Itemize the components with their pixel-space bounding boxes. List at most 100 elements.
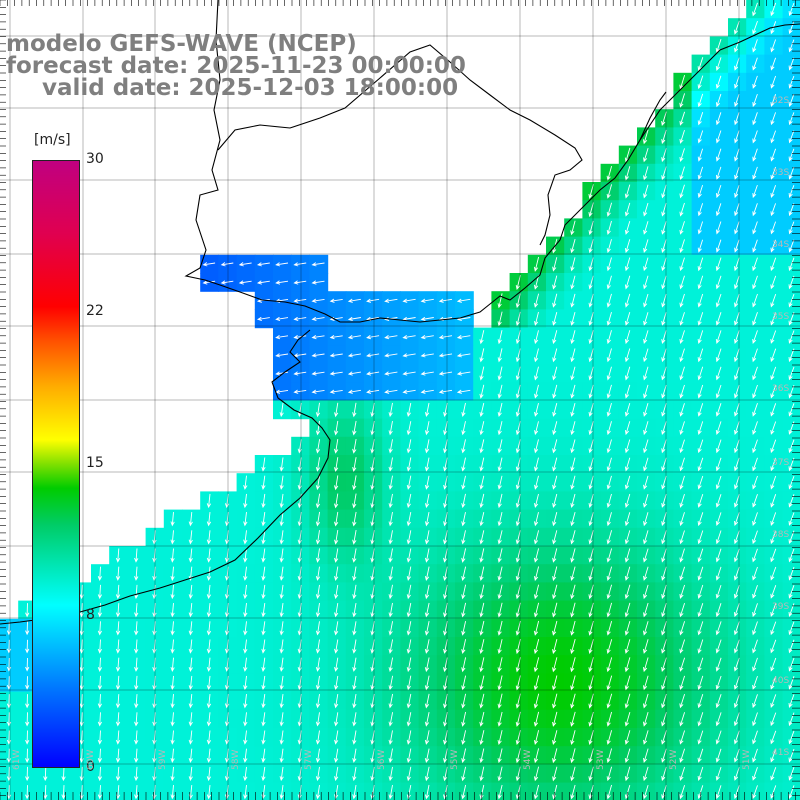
wind-arrow xyxy=(570,330,576,345)
wind-arrow xyxy=(697,203,704,217)
wind-arrow xyxy=(697,130,704,144)
wind-arrow xyxy=(334,694,339,709)
wind-arrow xyxy=(715,184,722,199)
wind-arrow xyxy=(25,603,30,618)
wind-arrow xyxy=(170,548,175,563)
wind-arrow xyxy=(461,657,467,673)
wind-arrow xyxy=(388,748,393,764)
wind-arrow xyxy=(479,384,485,399)
wind-arrow xyxy=(293,335,307,340)
wind-arrow xyxy=(347,298,361,303)
wind-arrow xyxy=(243,694,248,709)
wind-arrow xyxy=(733,785,740,800)
wind-arrow xyxy=(406,639,412,654)
wind-arrow xyxy=(679,275,685,290)
wind-arrow xyxy=(170,512,175,527)
wind-arrow xyxy=(715,530,722,545)
wind-arrow xyxy=(770,366,777,381)
wind-arrow xyxy=(570,220,576,236)
wind-arrow xyxy=(170,730,175,745)
wind-arrow xyxy=(534,366,539,381)
wind-arrow xyxy=(752,39,758,53)
wind-arrow xyxy=(97,785,102,800)
wind-arrow xyxy=(188,675,193,691)
wind-arrow xyxy=(661,548,667,563)
wind-arrow xyxy=(352,402,357,418)
wind-arrow xyxy=(734,257,740,272)
wind-arrow xyxy=(788,293,795,308)
wind-arrow xyxy=(643,421,649,436)
wind-arrow xyxy=(352,748,357,763)
wind-arrow xyxy=(279,785,284,800)
wind-arrow xyxy=(293,316,307,322)
wind-arrow xyxy=(134,748,139,763)
wind-arrow xyxy=(661,566,667,581)
wind-arrow xyxy=(715,766,722,781)
wind-arrow xyxy=(533,784,540,800)
wind-arrow xyxy=(715,675,722,690)
wind-arrow xyxy=(188,748,193,763)
wind-arrow xyxy=(733,20,740,35)
wind-arrow xyxy=(334,603,339,618)
wind-arrow xyxy=(788,39,795,53)
wind-arrow xyxy=(352,621,357,636)
wind-arrow xyxy=(352,475,357,491)
wind-arrow xyxy=(402,371,416,376)
lat-label: 38S xyxy=(772,530,790,540)
wind-arrow xyxy=(770,439,777,454)
wind-arrow xyxy=(733,603,740,618)
wind-arrow xyxy=(256,280,270,285)
wind-arrow xyxy=(261,621,266,636)
wind-arrow xyxy=(697,493,704,508)
wind-arrow xyxy=(643,147,649,163)
wind-arrow xyxy=(733,566,740,581)
wind-arrow xyxy=(366,353,380,358)
wind-arrow xyxy=(715,712,722,727)
wind-arrow xyxy=(366,335,380,340)
wind-arrow xyxy=(679,202,685,217)
wind-arrow xyxy=(275,353,289,358)
wind-arrow xyxy=(697,748,704,763)
wind-arrow xyxy=(788,621,795,636)
wind-arrow xyxy=(770,112,777,126)
wind-arrow xyxy=(293,298,307,303)
wind-arrow xyxy=(533,256,540,272)
wind-arrow xyxy=(479,766,485,782)
wind-arrow xyxy=(679,257,685,272)
wind-arrow xyxy=(606,220,612,236)
wind-arrow xyxy=(243,785,248,800)
wind-arrow xyxy=(733,712,740,727)
wind-arrow xyxy=(456,371,471,376)
wind-arrow xyxy=(552,711,558,727)
wind-arrow xyxy=(606,766,613,782)
wind-arrow xyxy=(424,639,430,654)
wind-arrow xyxy=(643,584,649,600)
wind-arrow xyxy=(134,621,139,636)
wind-arrow xyxy=(588,384,594,399)
wind-arrow xyxy=(606,566,613,581)
wind-arrow xyxy=(406,548,412,563)
wind-arrow xyxy=(788,403,795,417)
wind-arrow xyxy=(770,457,777,472)
wind-arrow xyxy=(770,275,777,290)
wind-arrow xyxy=(497,784,503,800)
wind-arrow xyxy=(406,621,412,636)
wind-arrow xyxy=(679,748,686,763)
wind-arrow xyxy=(420,389,434,394)
wind-arrow xyxy=(206,675,212,691)
wind-arrow xyxy=(479,475,485,490)
wind-arrow xyxy=(606,657,613,673)
wind-arrow xyxy=(770,39,777,53)
wind-arrow xyxy=(424,421,430,436)
wind-arrow xyxy=(533,566,540,582)
wind-arrow xyxy=(624,166,631,181)
wind-arrow xyxy=(438,389,453,394)
wind-arrow xyxy=(406,657,412,673)
wind-arrow xyxy=(752,384,758,399)
wind-arrow xyxy=(352,730,357,745)
wind-arrow xyxy=(661,457,667,472)
wind-arrow xyxy=(243,584,248,600)
wind-arrow xyxy=(315,548,321,563)
wind-arrow xyxy=(624,584,631,600)
wind-arrow xyxy=(770,203,777,217)
